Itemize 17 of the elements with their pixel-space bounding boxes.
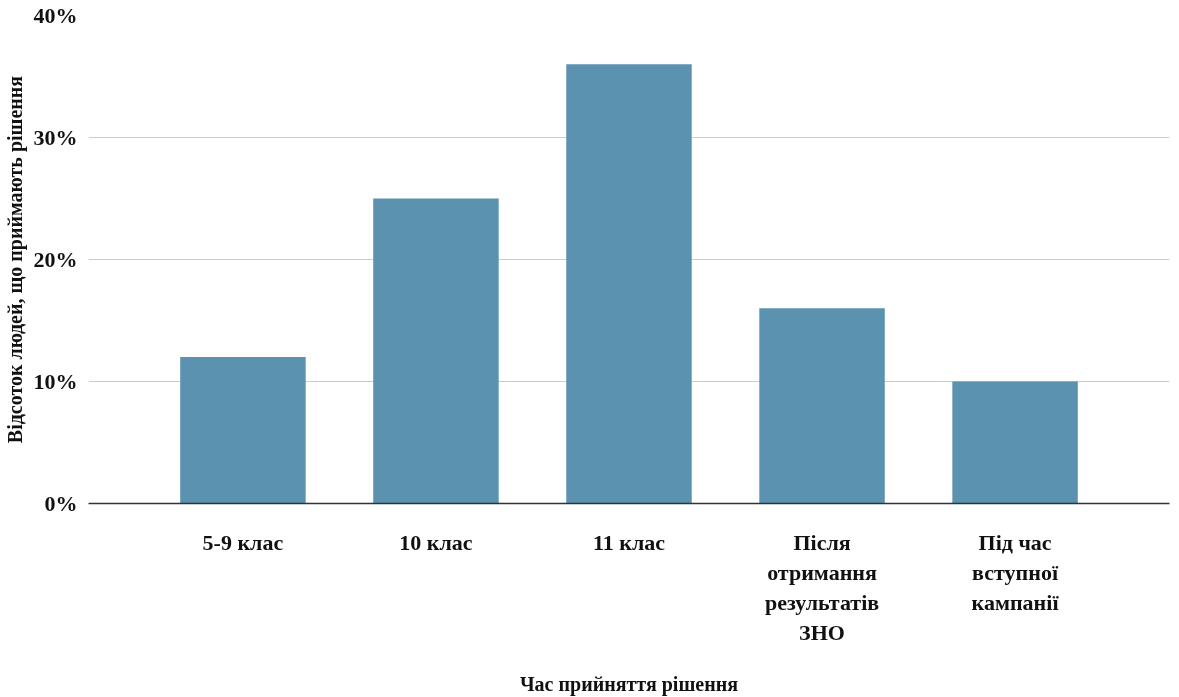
x-tick-label: 5-9 клас xyxy=(202,529,284,555)
x-tick-label: Під час вступної кампанії xyxy=(971,529,1060,615)
bar xyxy=(566,64,692,504)
bar xyxy=(759,308,885,504)
bar xyxy=(373,198,499,504)
x-tick-label: 10 клас xyxy=(399,529,473,555)
bar xyxy=(952,381,1078,504)
y-tick-label: 20% xyxy=(33,247,78,272)
y-tick-label: 40% xyxy=(33,3,78,28)
x-tick-label: Після отримання результатів ЗНО xyxy=(764,529,880,645)
y-tick-label: 0% xyxy=(44,491,78,516)
x-axis-title: Час прийняття рішення xyxy=(519,672,739,696)
bar xyxy=(180,357,306,504)
x-tick-label: 11 клас xyxy=(592,529,666,555)
y-tick-label: 30% xyxy=(33,125,78,150)
y-tick-label: 10% xyxy=(33,369,78,394)
y-axis-title: Відсоток людей, що приймають рішення xyxy=(3,75,27,444)
